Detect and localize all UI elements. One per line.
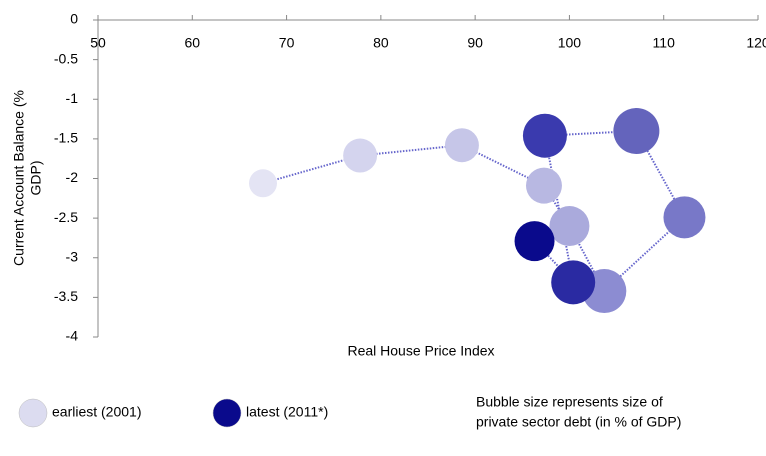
y-tick-label: -4 [66, 328, 79, 344]
y-tick-label: -0.5 [54, 50, 78, 66]
note: Bubble size represents size of [476, 394, 663, 410]
y-axis-label-line: Current Account Balance (% [11, 90, 27, 266]
bubble [613, 107, 660, 154]
x-axis-label: Real House Price Index [347, 343, 494, 359]
y-tick-label: -2.5 [54, 209, 78, 225]
bubble [549, 206, 590, 247]
bubble [514, 221, 555, 262]
legend-label: earliest (2001) [52, 404, 142, 420]
y-axis-label-line: GDP) [28, 161, 44, 196]
x-tick-label: 60 [184, 35, 200, 51]
note: private sector debt (in % of GDP) [476, 414, 681, 430]
x-tick-label: 80 [373, 35, 389, 51]
y-tick-label: -3.5 [54, 288, 78, 304]
y-tick-label: -1.5 [54, 130, 78, 146]
legend-marker [18, 398, 48, 428]
x-tick-label: 110 [653, 35, 676, 51]
x-tick-label: 120 [746, 35, 766, 51]
bubble [522, 113, 567, 158]
y-tick-label: -2 [66, 169, 79, 185]
y-axis-label: Current Account Balance (% GDP) [11, 90, 44, 266]
bubble [663, 196, 706, 239]
x-tick-label: 50 [90, 35, 106, 51]
x-tick-label: 90 [467, 35, 483, 51]
bubble [249, 169, 277, 198]
x-tick-label: 70 [279, 35, 295, 51]
bubble [551, 260, 596, 305]
legend-marker [212, 398, 242, 428]
bubble [444, 128, 479, 163]
legend-label: latest (2011*) [246, 404, 328, 420]
x-tick-label: 100 [558, 35, 582, 51]
y-tick-label: 0 [70, 11, 78, 27]
y-tick-label: -1 [66, 90, 79, 106]
bubble [525, 167, 562, 204]
y-tick-label: -3 [66, 248, 79, 264]
bubble [343, 138, 378, 173]
